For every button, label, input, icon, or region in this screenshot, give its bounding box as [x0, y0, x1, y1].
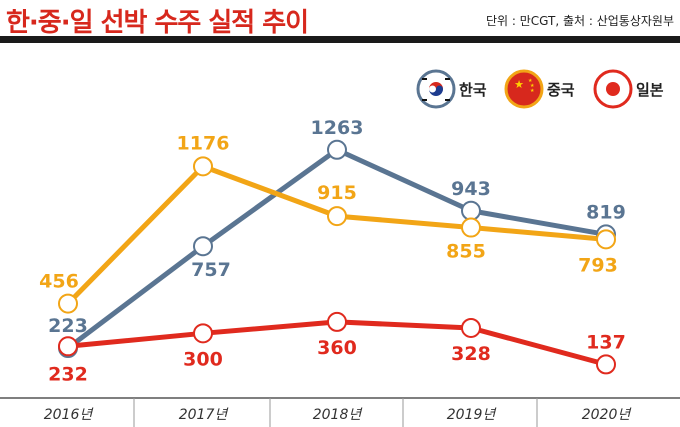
data-point-japan: [327, 311, 347, 332]
data-point-korea: [327, 139, 347, 160]
data-point-japan: [58, 336, 78, 357]
unit-source-note: 단위 : 만CGT, 출처 : 산업통상자원부: [485, 14, 674, 28]
svg-text:★: ★: [530, 83, 535, 89]
data-point-china: [461, 217, 481, 238]
data-label-china: 456: [39, 271, 79, 293]
legend-item-japan: 일본: [593, 69, 664, 109]
data-label-china: 1176: [177, 132, 230, 154]
data-point-china: [193, 156, 213, 177]
svg-text:★: ★: [530, 88, 535, 94]
data-label-china: 793: [578, 254, 618, 276]
svg-text:★: ★: [528, 78, 533, 84]
data-label-korea: 223: [48, 315, 88, 337]
china-flag-icon: [504, 69, 544, 109]
data-point-korea: [193, 236, 213, 257]
data-label-japan: 328: [451, 343, 491, 365]
data-label-korea: 819: [586, 201, 626, 223]
data-point-china: [327, 206, 347, 227]
data-label-china: 915: [317, 182, 357, 204]
data-label-korea: 943: [451, 178, 491, 200]
data-label-japan: 137: [586, 331, 626, 353]
data-point-china: [58, 293, 78, 314]
data-point-korea: [461, 200, 481, 221]
data-label-korea: 757: [191, 259, 231, 281]
data-label-korea: 1263: [311, 117, 364, 139]
title-rule: [0, 36, 680, 43]
x-tick-label: 2017년: [179, 407, 229, 423]
data-label-japan: 360: [317, 337, 357, 359]
x-tick-label: 2018년: [313, 407, 363, 423]
legend-label-korea: 한국: [459, 81, 487, 99]
data-point-japan: [193, 323, 213, 344]
x-tick-label: 2020년: [582, 407, 632, 423]
data-labels: 223 757 1263 943 819 456 1176 915 855 793 232 300 36…: [39, 117, 626, 386]
x-tick-label: 2019년: [447, 407, 497, 423]
data-points: [58, 139, 616, 375]
japan-sun-icon: [606, 82, 620, 96]
china-star-icon: ★: [514, 78, 524, 91]
legend-item-china: ★ ★ ★ ★ 중국: [504, 69, 575, 109]
data-point-japan: [596, 354, 616, 375]
legend-label-japan: 일본: [636, 81, 664, 99]
data-label-china: 855: [446, 241, 486, 263]
legend-item-korea: 한국: [416, 69, 487, 109]
x-tick-label: 2016년: [44, 407, 94, 423]
x-axis: 2016년 2017년 2018년 2019년 2020년: [0, 397, 680, 427]
data-point-japan: [461, 317, 481, 338]
legend-label-china: 중국: [547, 81, 575, 99]
chart-title: 한·중·일 선박 수주 실적 추이: [6, 8, 309, 38]
data-point-china: [596, 229, 616, 250]
data-label-japan: 232: [48, 363, 88, 385]
data-label-japan: 300: [183, 348, 223, 370]
legend: 한국 ★ ★ ★ ★ 중국 일본: [416, 69, 664, 109]
